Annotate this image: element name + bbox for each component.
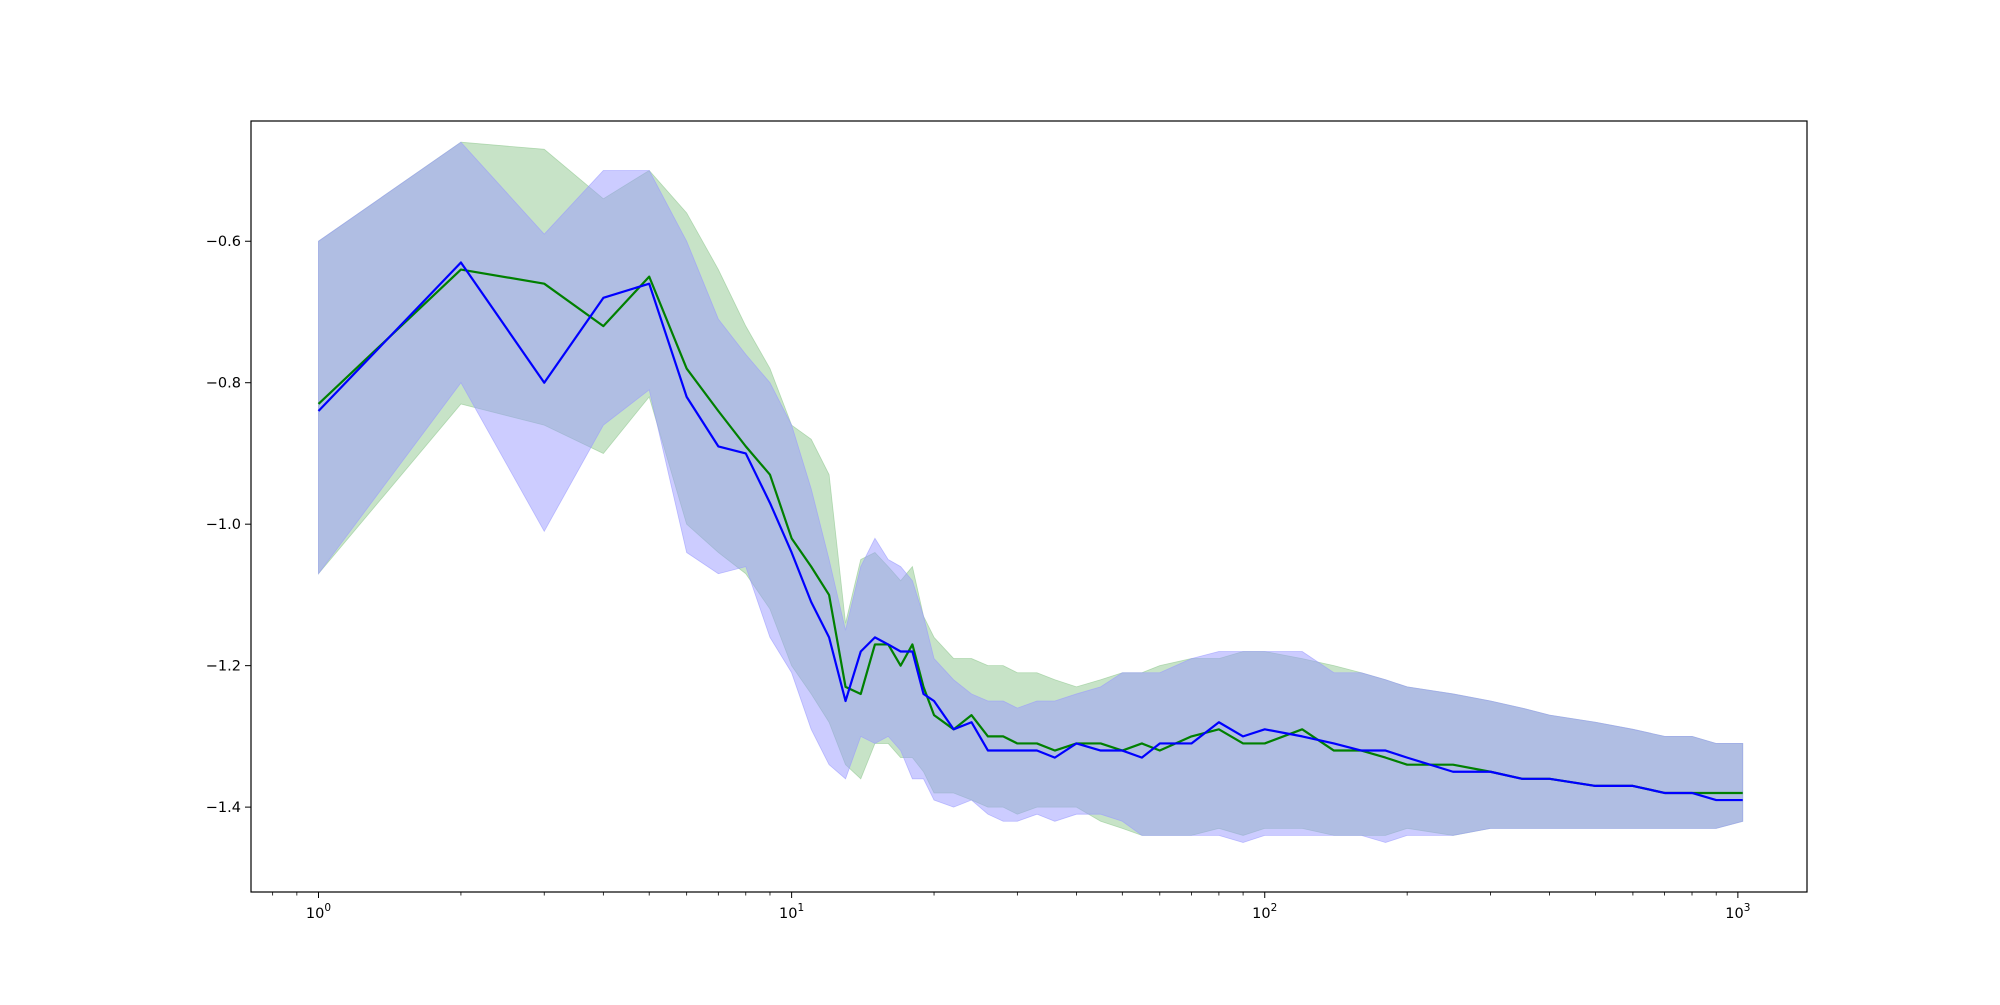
x-tick-label-2: 102 xyxy=(1252,902,1277,922)
y-tick-label-1: −0.8 xyxy=(206,376,241,392)
ticks-layer: 100 101 102 103 −0.6 −0.8 −1.0 −1.2 −1.4 xyxy=(206,234,1751,922)
lines-layer xyxy=(317,261,1743,802)
y-tick-label-4: −1.4 xyxy=(206,800,241,816)
x-tick-label-0: 100 xyxy=(306,902,331,922)
y-tick-label-3: −1.2 xyxy=(206,659,241,675)
series-2-line xyxy=(317,261,1743,802)
x-tick-label-1: 101 xyxy=(779,902,804,922)
y-tick-label-2: −1.0 xyxy=(206,517,241,533)
series-2-band xyxy=(318,141,1744,843)
axes-frame xyxy=(250,120,1808,893)
y-tick-label-0: −0.6 xyxy=(206,234,241,250)
series-1-line xyxy=(317,268,1743,795)
bands-layer xyxy=(318,141,1744,843)
x-tick-label-3: 103 xyxy=(1725,902,1750,922)
